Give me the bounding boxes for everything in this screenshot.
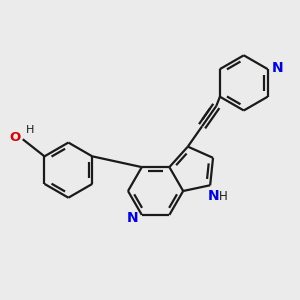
Text: N: N <box>127 211 139 225</box>
Text: H: H <box>26 125 34 135</box>
Text: O: O <box>9 131 20 144</box>
Text: N: N <box>207 189 219 203</box>
Text: H: H <box>218 190 227 203</box>
Text: N: N <box>272 61 283 75</box>
